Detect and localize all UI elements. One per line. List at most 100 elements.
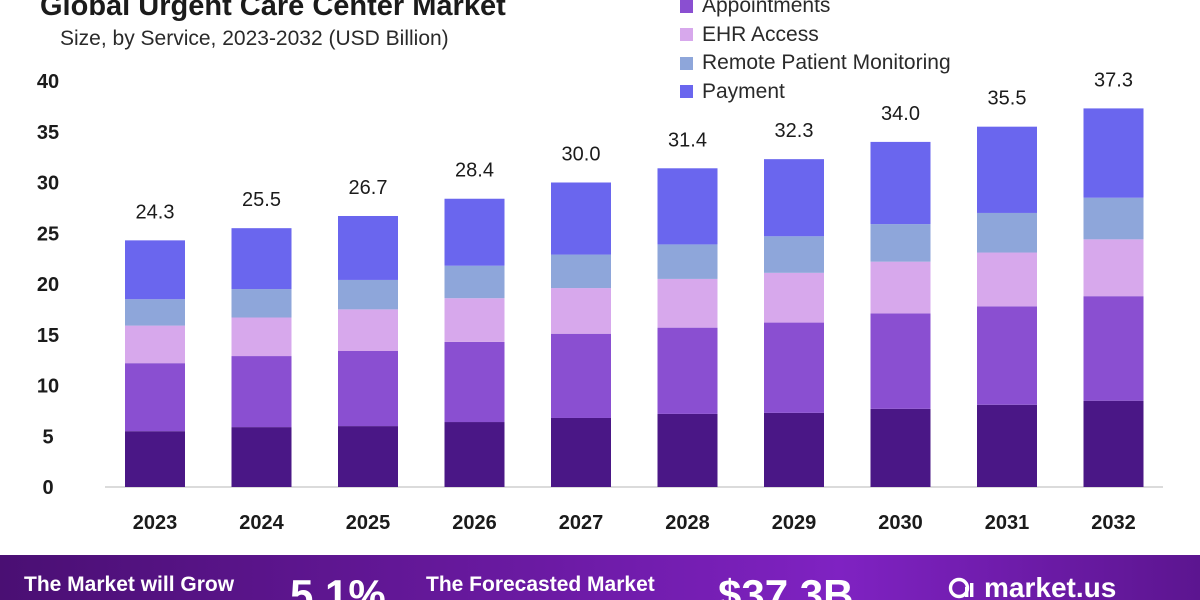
bar-segment-2030-1 bbox=[870, 408, 931, 487]
bar-segment-2025-2 bbox=[338, 350, 398, 427]
brand-logo: market.us bbox=[948, 572, 1116, 600]
bar-segment-2029-3 bbox=[764, 272, 824, 323]
y-tick-label: 40 bbox=[37, 71, 59, 93]
bar-total-label: 30.0 bbox=[562, 144, 601, 166]
bar-segment-2032-5 bbox=[1083, 108, 1144, 198]
bar-segment-2032-3 bbox=[1083, 239, 1144, 297]
y-tick-label: 35 bbox=[37, 122, 59, 144]
bar-segment-2028-1 bbox=[657, 413, 718, 487]
bar-total-label: 35.5 bbox=[988, 88, 1027, 110]
bar-segment-2026-4 bbox=[444, 265, 505, 299]
bar-segment-2030-5 bbox=[870, 141, 931, 225]
bar-segment-2032-4 bbox=[1083, 197, 1144, 240]
chart-title: Global Urgent Care Center Market bbox=[40, 0, 506, 22]
bar-segment-2029-5 bbox=[764, 159, 824, 237]
bar-segment-2030-3 bbox=[870, 261, 931, 314]
legend-item: Appointments bbox=[680, 0, 951, 21]
bar-segment-2031-1 bbox=[977, 404, 1037, 487]
bar-segment-2023-3 bbox=[125, 325, 185, 364]
bar-segment-2027-2 bbox=[551, 333, 611, 418]
bar-total-label: 24.3 bbox=[136, 201, 175, 223]
legend-item: Payment bbox=[680, 78, 951, 107]
bar-segment-2025-3 bbox=[338, 309, 398, 351]
x-tick-label: 2023 bbox=[133, 512, 178, 534]
bar-segment-2024-1 bbox=[231, 427, 292, 487]
brand-icon bbox=[948, 577, 974, 599]
legend-label: Remote Patient Monitoring bbox=[702, 51, 951, 75]
brand-name: market.us bbox=[984, 572, 1117, 600]
legend-swatch bbox=[680, 85, 693, 99]
bar-segment-2023-5 bbox=[125, 240, 185, 300]
bar-segment-2024-4 bbox=[231, 289, 292, 318]
bar-segment-2025-1 bbox=[338, 426, 398, 487]
chart-subtitle: Size, by Service, 2023-2032 (USD Billion… bbox=[60, 27, 449, 50]
bar-segment-2032-1 bbox=[1083, 400, 1144, 487]
bar-segment-2024-2 bbox=[231, 356, 292, 428]
bar-segment-2028-5 bbox=[657, 168, 718, 245]
bar-segment-2023-2 bbox=[125, 363, 185, 432]
y-tick-label: 5 bbox=[42, 426, 53, 448]
bar-total-label: 25.5 bbox=[242, 189, 281, 211]
x-tick-label: 2026 bbox=[452, 512, 497, 534]
bar-segment-2024-5 bbox=[231, 228, 292, 290]
bar-segment-2027-3 bbox=[551, 288, 611, 334]
y-tick-label: 30 bbox=[37, 173, 59, 195]
bar-segment-2029-2 bbox=[764, 322, 824, 413]
bar-total-label: 32.3 bbox=[775, 120, 814, 142]
bar-segment-2032-2 bbox=[1083, 296, 1144, 401]
banner-cagr-value: 5.1% bbox=[290, 571, 386, 600]
bar-segment-2030-2 bbox=[870, 313, 931, 409]
banner-forecast-value: $37.3B bbox=[718, 571, 854, 600]
bar-total-label: 31.4 bbox=[668, 129, 707, 151]
banner-grow-text: The Market will Grow bbox=[24, 573, 235, 596]
x-tick-label: 2027 bbox=[559, 512, 604, 534]
x-tick-label: 2028 bbox=[665, 512, 710, 534]
x-tick-label: 2029 bbox=[772, 512, 817, 534]
x-tick-label: 2024 bbox=[239, 512, 284, 534]
legend-item: EHR Access bbox=[680, 21, 951, 50]
x-tick-label: 2025 bbox=[346, 512, 391, 534]
y-tick-label: 10 bbox=[37, 376, 59, 398]
bar-segment-2028-2 bbox=[657, 327, 718, 414]
y-tick-label: 15 bbox=[37, 325, 59, 347]
bar-segment-2026-1 bbox=[444, 422, 505, 487]
bar-segment-2031-4 bbox=[977, 212, 1037, 253]
legend: Appointments EHR Access Remote Patient Mon… bbox=[680, 0, 951, 106]
legend-swatch bbox=[680, 28, 693, 42]
bar-segment-2028-4 bbox=[657, 244, 718, 279]
legend-item: Remote Patient Monitoring bbox=[680, 49, 951, 78]
bar-segment-2023-4 bbox=[125, 299, 185, 326]
bar-segment-2025-5 bbox=[338, 215, 398, 280]
bar-total-label: 26.7 bbox=[349, 177, 388, 199]
bar-segment-2027-5 bbox=[551, 182, 611, 255]
x-tick-label: 2032 bbox=[1091, 512, 1136, 534]
bar-segment-2030-4 bbox=[870, 224, 931, 262]
bar-segment-2026-5 bbox=[444, 198, 505, 266]
bar-segment-2029-1 bbox=[764, 412, 824, 487]
bar-segment-2023-1 bbox=[125, 431, 185, 487]
legend-swatch bbox=[680, 56, 693, 70]
bar-segment-2031-2 bbox=[977, 306, 1037, 405]
bar-segment-2031-5 bbox=[977, 126, 1037, 213]
y-tick-label: 25 bbox=[37, 223, 59, 245]
bar-segment-2028-3 bbox=[657, 278, 718, 328]
legend-label: EHR Access bbox=[702, 22, 819, 46]
bar-segment-2029-4 bbox=[764, 236, 824, 273]
bar-segment-2026-2 bbox=[444, 341, 505, 423]
bar-total-label: 28.4 bbox=[455, 160, 494, 182]
footer-banner: The Market will Grow 5.1% The Forecasted… bbox=[0, 555, 1200, 600]
bar-segment-2026-3 bbox=[444, 298, 505, 342]
legend-label: Appointments bbox=[702, 0, 831, 18]
bar-segment-2024-3 bbox=[231, 317, 292, 357]
legend-swatch bbox=[680, 0, 693, 13]
bar-segment-2027-1 bbox=[551, 417, 611, 487]
y-tick-label: 20 bbox=[37, 274, 59, 296]
banner-forecast-text: The Forecasted Market bbox=[426, 573, 655, 596]
bar-total-label: 34.0 bbox=[881, 103, 920, 125]
bar-segment-2025-4 bbox=[338, 279, 398, 310]
bar-segment-2027-4 bbox=[551, 254, 611, 289]
x-tick-label: 2030 bbox=[878, 512, 923, 534]
bar-total-label: 37.3 bbox=[1094, 69, 1133, 91]
y-tick-label: 0 bbox=[42, 477, 53, 499]
x-tick-label: 2031 bbox=[985, 512, 1030, 534]
